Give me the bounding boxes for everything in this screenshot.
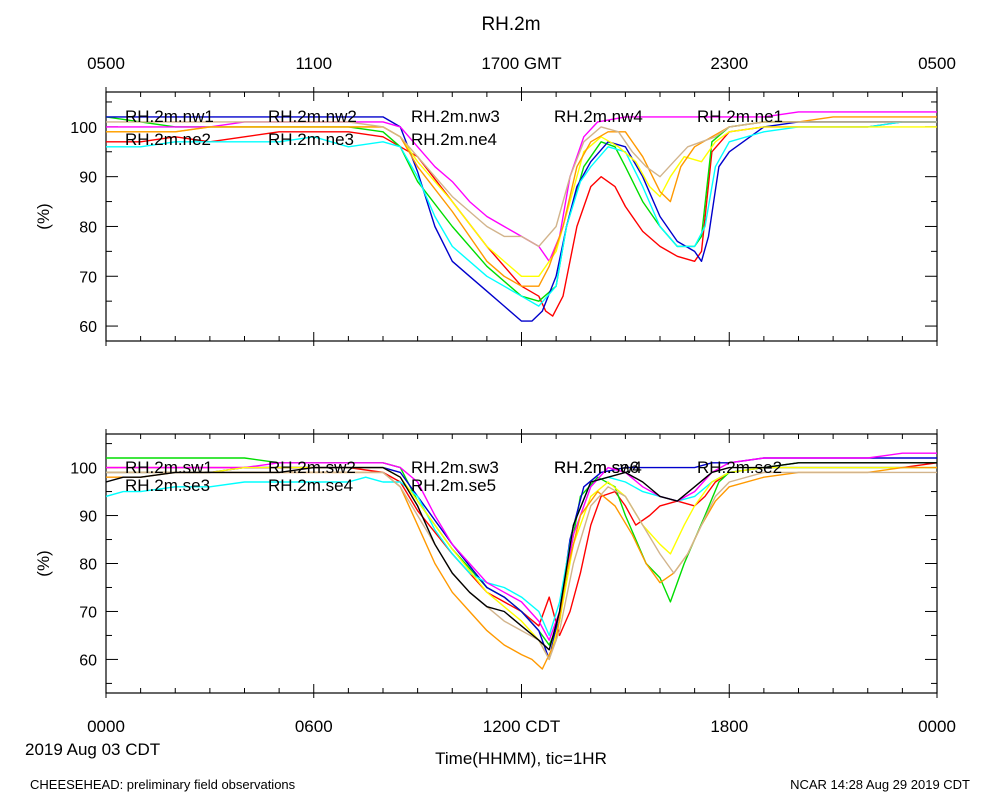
legend-label: RH.2m.nw2 [268, 107, 357, 126]
series-line-RH-2m-ne1 [106, 111, 937, 262]
top-tick-label: 1100 [295, 54, 332, 73]
bottom-tick-label: 1800 [710, 717, 748, 736]
legend-label: RH.2m.se3 [125, 476, 210, 495]
bottom-cdt-axis: 0000 0600 1200 CDT 1800 0000 [87, 717, 956, 736]
series-line-RH-2m-se4 [106, 466, 937, 670]
top-gmt-axis: 0500 1100 1700 GMT 2300 0500 [87, 54, 956, 73]
legend-label: RH.2m.sw3 [411, 458, 499, 477]
footer-right: NCAR 14:28 Aug 29 2019 CDT [790, 777, 970, 792]
figure-title: RH.2m [481, 14, 540, 35]
y-tick-label: 60 [79, 319, 97, 336]
legend-label: RH.2m.se4 [268, 476, 353, 495]
series-line-RH-2m-ne4 [106, 121, 937, 248]
series-line-RH-2m-se2 [106, 452, 937, 641]
series-line-RH-2m-sw2 [106, 457, 937, 646]
footer-left: CHEESEHEAD: preliminary field observatio… [30, 777, 296, 792]
y-axis-label: (%) [34, 203, 53, 229]
series-line-RH-2m-ne2 [106, 126, 937, 277]
y-tick-label: 100 [70, 120, 97, 137]
legend-label: RH.2m.se2 [697, 458, 782, 477]
panel-bottom: 60 70 80 90 100 (%) RH.2m.sw1 RH.2m.sw2 RH.2m.sw… [34, 429, 938, 698]
series-lines [106, 452, 937, 670]
legend-label: RH.2m.ne4 [411, 130, 497, 149]
legend-label: RH.2m.se5 [411, 476, 496, 495]
date-label: 2019 Aug 03 CDT [25, 740, 160, 759]
y-axis-label: (%) [34, 550, 53, 576]
series-line-RH-2m-sw3 [106, 457, 937, 661]
series-line-RH-2m-sw4 [106, 466, 937, 637]
top-tick-label: 0500 [918, 54, 956, 73]
legend-label: RH.2m.sw4 [554, 458, 642, 477]
legend-label: RH.2m.se6 [554, 458, 639, 477]
series-line-RH-2m-nw4 [106, 121, 937, 307]
series-line-RH-2m-se5 [106, 471, 937, 661]
series-line-RH-2m-nw2 [106, 116, 937, 302]
y-tick-label: 60 [79, 652, 97, 669]
legend-label: RH.2m.nw3 [411, 107, 500, 126]
top-tick-label: 0500 [87, 54, 125, 73]
y-tick-label: 100 [70, 461, 97, 478]
y-tick-label: 70 [79, 269, 97, 286]
series-line-RH-2m-sw1 [106, 462, 937, 637]
legend-label: RH.2m.nw4 [554, 107, 643, 126]
top-tick-label: 2300 [710, 54, 748, 73]
legend-label: RH.2m.sw2 [268, 458, 356, 477]
bottom-tick-label: 1200 CDT [483, 717, 560, 736]
y-tick-label: 80 [79, 557, 97, 574]
legend-label: RH.2m.sw1 [125, 458, 213, 477]
series-line-RH-2m-se6 [106, 462, 937, 651]
y-tick-label: 90 [79, 170, 97, 187]
legend-label: RH.2m.ne2 [125, 130, 211, 149]
panel-top-frame [105, 91, 938, 342]
series-lines [106, 111, 937, 322]
bottom-tick-label: 0000 [918, 717, 956, 736]
bottom-tick-label: 0000 [87, 717, 125, 736]
series-line-RH-2m-nw1 [106, 121, 937, 317]
legend-label: RH.2m.nw1 [125, 107, 214, 126]
legend-label: RH.2m.ne3 [268, 130, 354, 149]
series-line-RH-2m-nw3 [106, 116, 937, 322]
top-tick-label: 1700 GMT [481, 54, 561, 73]
x-axis-label: Time(HHMM), tic=1HR [435, 749, 607, 768]
y-tick-label: 80 [79, 219, 97, 236]
bottom-tick-label: 0600 [295, 717, 333, 736]
y-tick-label: 70 [79, 604, 97, 621]
panel-top: 60 70 80 90 100 (%) RH.2m.nw1 RH.2m.nw2 RH.2m.nw… [34, 87, 938, 346]
legend-label: RH.2m.ne1 [697, 107, 783, 126]
y-tick-label: 90 [79, 509, 97, 526]
